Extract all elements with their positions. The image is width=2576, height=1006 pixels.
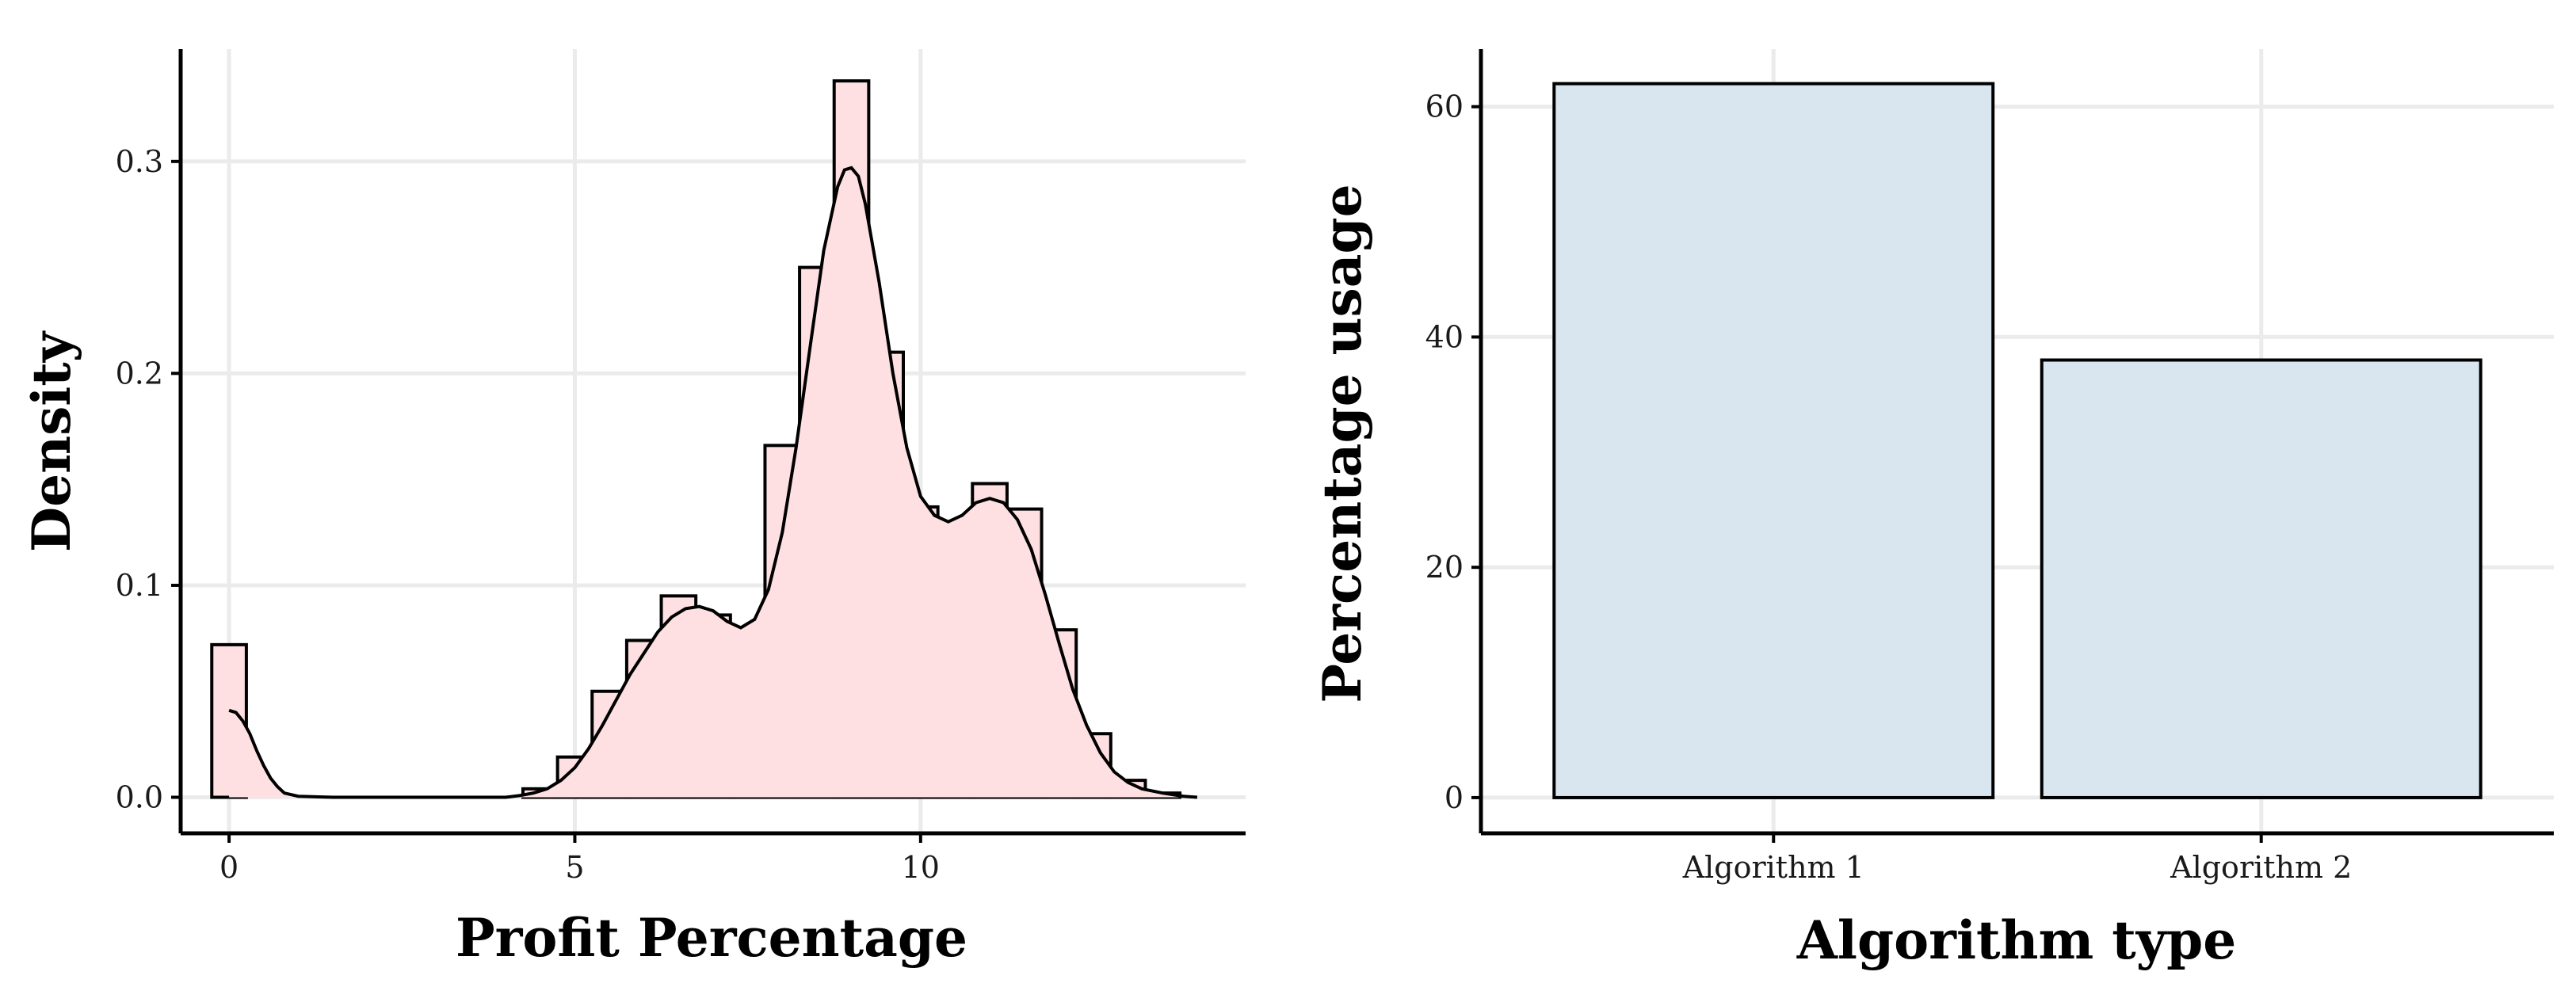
histogram-y-tick-label-0: 0.0 <box>116 780 163 815</box>
histogram-x-tick-label-0: 0 <box>219 850 239 885</box>
algorithm-bar-2 <box>2040 358 2483 799</box>
histogram-y-tick-label-3: 0.3 <box>116 144 163 179</box>
histogram-y-tick-label-1: 0.1 <box>116 568 163 603</box>
algorithm-usage-chart: Algorithm 1 Algorithm 2 0 20 40 60 Algorithm… <box>1311 49 2554 971</box>
histogram-y-ticks: 0.0 0.1 0.2 0.3 <box>116 144 181 815</box>
algorithm-axes <box>1479 49 2554 836</box>
density-histogram-chart: 0 5 10 0.0 0.1 0.2 0.3 Profit Percentage Dens… <box>21 49 1246 969</box>
algorithm-x-tick-label-1: Algorithm 2 <box>2170 850 2352 885</box>
histogram-y-tick-label-2: 0.2 <box>116 356 163 391</box>
density-curve <box>228 166 1198 799</box>
algorithm-x-tick-label-0: Algorithm 1 <box>1682 850 1864 885</box>
algorithm-bar-1 <box>1552 82 1995 799</box>
histogram-axes <box>178 49 1246 836</box>
algorithm-bars <box>1552 82 2483 799</box>
histogram-x-ticks: 0 5 10 <box>219 833 940 885</box>
histogram-x-tick-label-2: 10 <box>902 850 940 885</box>
density-area <box>229 167 1197 798</box>
algorithm-y-axis-title: Percentage usage <box>1311 184 1373 703</box>
algorithm-y-tick-label-3: 60 <box>1425 90 1464 124</box>
algorithm-y-ticks: 0 20 40 60 <box>1425 90 1481 815</box>
density-histogram-panel: 0 5 10 0.0 0.1 0.2 0.3 Profit Percentage Dens… <box>21 49 1246 969</box>
algorithm-y-tick-label-0: 0 <box>1444 780 1464 815</box>
algorithm-x-ticks: Algorithm 1 Algorithm 2 <box>1682 833 2352 885</box>
histogram-x-axis-title: Profit Percentage <box>456 907 967 969</box>
histogram-y-axis-title: Density <box>21 330 82 552</box>
algorithm-y-tick-label-2: 40 <box>1425 319 1464 354</box>
algorithm-y-tick-label-1: 20 <box>1425 550 1464 585</box>
histogram-x-tick-label-1: 5 <box>565 850 584 885</box>
algorithm-x-axis-title: Algorithm type <box>1796 909 2237 971</box>
algorithm-usage-panel: Algorithm 1 Algorithm 2 0 20 40 60 Algorithm… <box>1288 0 2576 1006</box>
